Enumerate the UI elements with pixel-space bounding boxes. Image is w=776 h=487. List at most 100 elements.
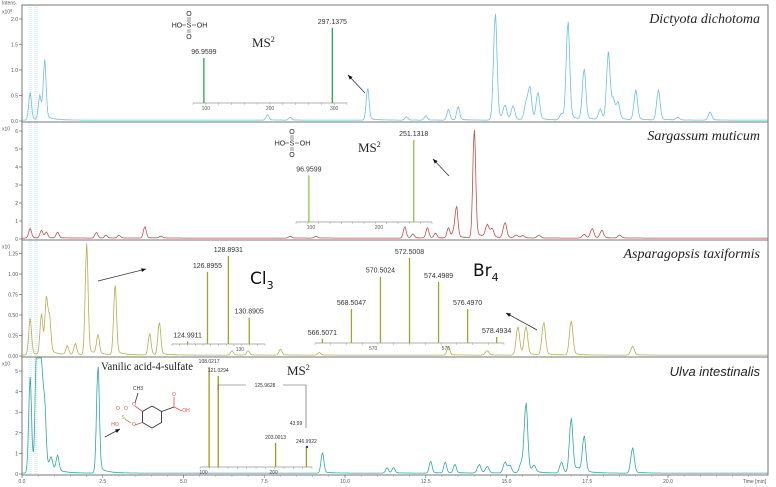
- bond: [173, 406, 183, 412]
- inset-tick-label: 200: [266, 106, 275, 112]
- y-tick-label: 2: [15, 431, 18, 437]
- inset-ms2-sargassum: 100 200 96.9599 251.1318 MS2: [295, 131, 433, 231]
- species-label: Ulva intestinalis: [670, 364, 761, 379]
- atom-ho: HO: [172, 23, 183, 30]
- chromatogram-trace: [22, 129, 768, 239]
- ms2-label: MS2: [358, 140, 381, 155]
- bond: [161, 406, 175, 412]
- y-tick-label: 1.25: [8, 252, 18, 258]
- inset-tick-label: 575: [442, 346, 451, 352]
- x-tick-label: 17.5: [582, 479, 592, 485]
- peak-label: 108.0217: [199, 359, 220, 365]
- y-scale-label: x10: [2, 362, 10, 368]
- inset-tick-label: 130: [236, 347, 245, 353]
- atom-o: O: [116, 406, 120, 412]
- y-tick-label: 3: [15, 410, 18, 416]
- x-tick-label: 7.5: [261, 479, 268, 485]
- y-tick-label: 0.0: [11, 119, 18, 125]
- y-tick-label: 3: [15, 183, 18, 189]
- benzene-ring: [142, 405, 162, 429]
- inset-ms2-dictyota: 100 200 300 96.9599 297.1375 MS2: [191, 19, 348, 112]
- ms2-superscript: 2: [377, 140, 381, 149]
- isotope-pattern-label: Cl3: [250, 269, 274, 292]
- inset-tick-label: 200: [269, 470, 278, 476]
- atom-o: O: [132, 402, 136, 408]
- atom-ho: HO: [275, 141, 286, 148]
- y-tick-label: 0.5: [11, 94, 18, 100]
- peak-label: 96.9599: [296, 166, 321, 173]
- y-scale-label: x10: [2, 127, 10, 133]
- peak-label: 297.1375: [318, 19, 347, 26]
- x-tick-label: 12.5: [421, 479, 431, 485]
- inset-tick-label: 100: [307, 225, 316, 231]
- atom-o-top: O: [289, 129, 295, 136]
- ms2-superscript: 2: [271, 35, 275, 44]
- bond: [134, 392, 139, 404]
- atom-s: S: [121, 415, 125, 421]
- inset-br4-pattern: 570 575 566.5071 568.5047 570.5024 572.5008 57…: [308, 249, 512, 352]
- y-scale-label: x10: [2, 245, 10, 251]
- atom-ho: HO: [111, 422, 119, 428]
- sulfuric-acid-structure: S HO OH O O: [275, 129, 311, 159]
- isotope-subscript: 4: [492, 271, 499, 284]
- peak-label: 566.5071: [308, 330, 337, 337]
- loss-bracket: [283, 384, 307, 428]
- inset-ms2-ulva: 100 200 108.0217 121.0294 203.0013 246.9922 MS…: [199, 359, 317, 476]
- y-tick-label: 0: [15, 237, 18, 243]
- x-tick-label: 2.5: [99, 479, 106, 485]
- peak-label: 574.4989: [424, 273, 453, 280]
- inset-tick-label: 300: [330, 106, 339, 112]
- y-tick-label: 0.75: [8, 293, 18, 299]
- x-tick-label: 10.0: [340, 479, 350, 485]
- atom-s: S: [187, 23, 192, 30]
- y-tick-label: 1.00: [8, 272, 18, 278]
- precursor-marker: [305, 445, 309, 449]
- neutral-loss-annotations: 125.9628 43.99: [217, 383, 309, 449]
- peak-label: 128.8931: [214, 247, 243, 254]
- panel-frame: [21, 356, 769, 476]
- panel-2: 0 1 2 3 4 5 6 x10 Sargassum muticum: [2, 121, 769, 243]
- atom-oh: OH: [182, 408, 190, 414]
- y-tick-label: 1.5: [11, 43, 18, 49]
- chromatogram-trace: [22, 357, 768, 474]
- panel-4: 0 1 2 3 4 5 x10 Ulva intestinalis: [2, 356, 769, 478]
- inset-tick-label: 570: [369, 346, 378, 352]
- species-label: Dictyota dichotoma: [648, 12, 760, 27]
- y-tick-label: 1.0: [11, 68, 18, 74]
- compound-name: Vanilic acid-4-sulfate: [101, 359, 193, 373]
- peak-label: 578.4934: [482, 328, 511, 335]
- isotope-subscript: 3: [267, 279, 274, 292]
- bond: [124, 418, 132, 424]
- isotope-pattern-label: Br4: [473, 261, 499, 284]
- arrow-line: [97, 268, 147, 282]
- sulfuric-acid-structure: S HO OH O O: [172, 11, 208, 41]
- peak-label: 126.8955: [193, 263, 222, 270]
- species-label: Sargassum muticum: [647, 129, 760, 144]
- ms2-label: MS2: [252, 35, 275, 50]
- peak-label: 568.5047: [337, 300, 366, 307]
- bond: [134, 405, 143, 412]
- atom-o: O: [172, 392, 176, 398]
- atom-o: O: [124, 406, 128, 412]
- neutral-loss-label: 125.9628: [255, 383, 276, 389]
- atom-o-bottom: O: [289, 152, 295, 159]
- x-tick-label: 0.0: [19, 479, 26, 485]
- atom-oh: OH: [197, 23, 208, 30]
- peak-label: 572.5008: [395, 249, 424, 256]
- x-tick-label: 5.0: [180, 479, 187, 485]
- peak-label: 203.0013: [265, 435, 286, 441]
- inset-tick-label: 200: [375, 225, 384, 231]
- x-axis-label: Time [min]: [743, 479, 767, 485]
- neutral-loss-label: 43.99: [290, 421, 303, 427]
- y-tick-label: 4: [15, 165, 18, 171]
- peak-label: 570.5024: [366, 268, 395, 275]
- ms2-label: MS2: [287, 363, 310, 378]
- peak-label: 576.4970: [453, 300, 482, 307]
- inset-tick-label: 100: [202, 106, 211, 112]
- bond: [134, 422, 143, 426]
- atom-oh: OH: [300, 141, 311, 148]
- y-axis-label: Intens.: [2, 0, 17, 6]
- species-label: Asparagopsis taxiformis: [622, 247, 760, 262]
- atom-ch3: CH3: [133, 386, 143, 392]
